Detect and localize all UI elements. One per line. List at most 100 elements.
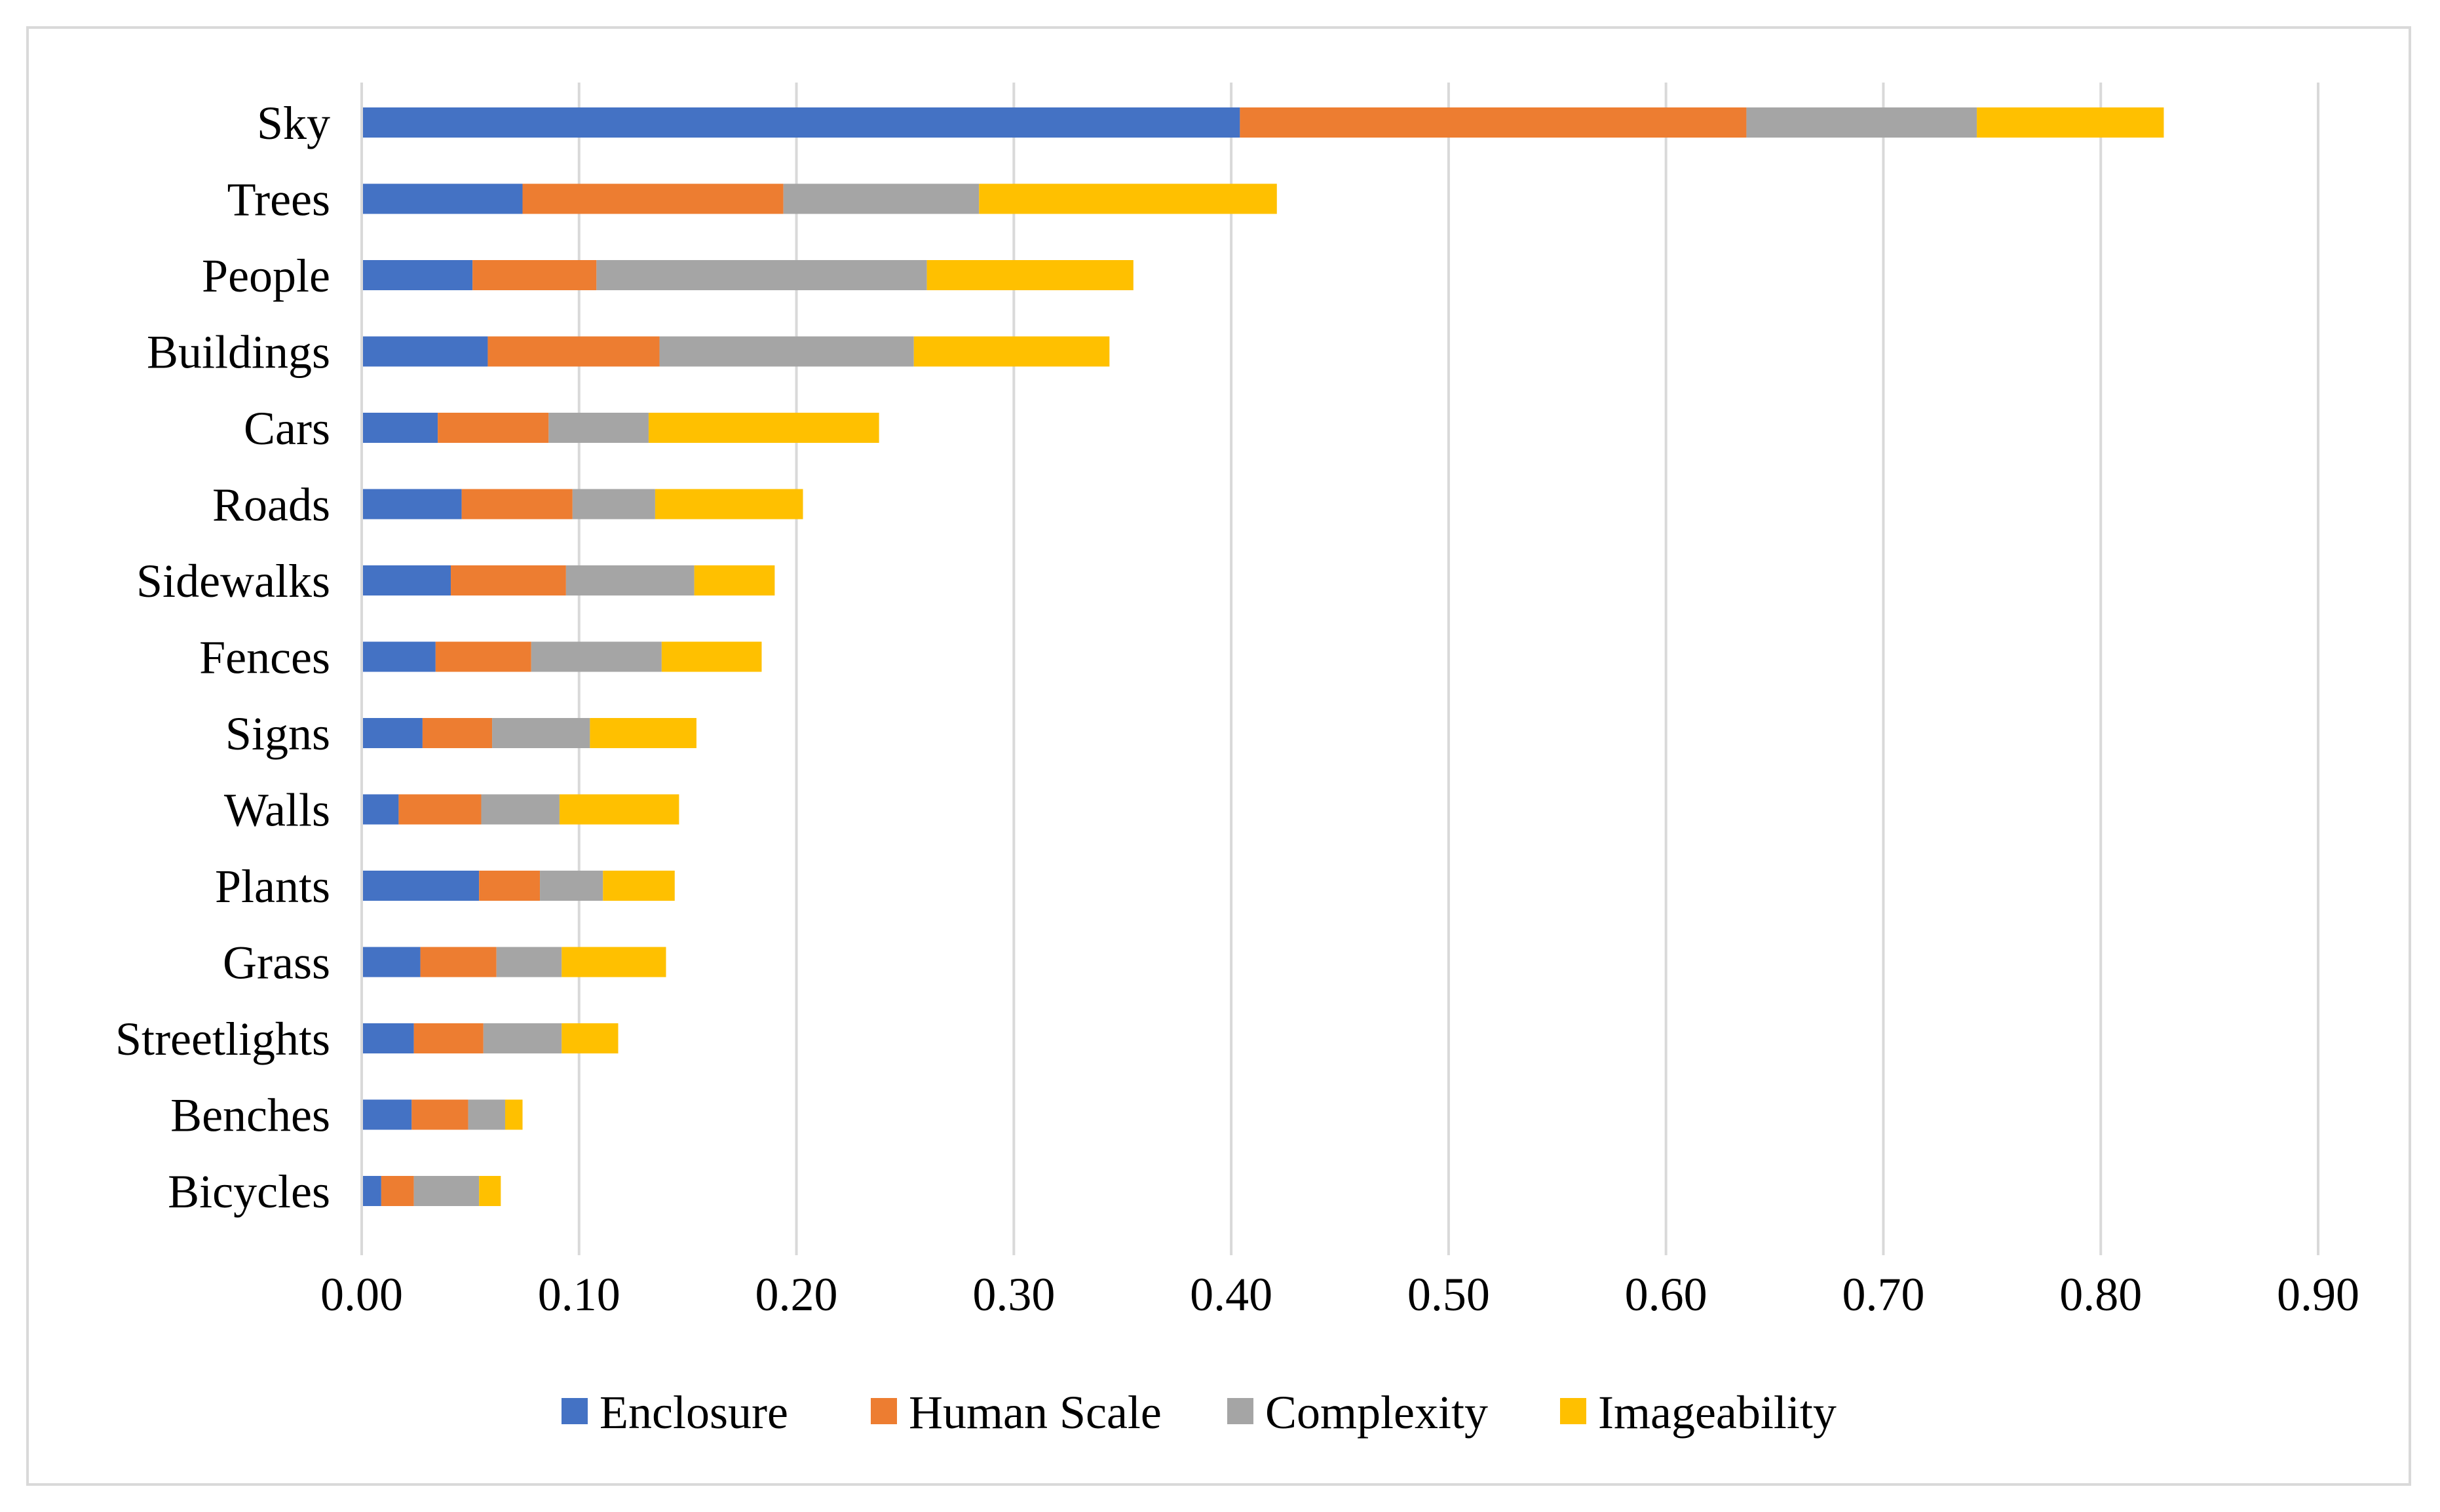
bar-bicycles-imageability — [479, 1176, 501, 1206]
bar-fences-imageability — [661, 641, 762, 672]
bar-sidewalks-human-scale — [451, 565, 566, 595]
bar-signs-imageability — [590, 718, 696, 748]
bar-walls-human-scale — [398, 794, 482, 825]
category-label: Cars — [244, 402, 330, 455]
x-tick-label: 0.00 — [320, 1268, 403, 1321]
bar-people-enclosure — [362, 260, 473, 290]
bar-trees-human-scale — [522, 183, 784, 214]
chart-frame: Sky Trees People Buildings Cars Roads Sidewalk… — [26, 26, 2411, 1486]
bar-benches-complexity — [468, 1099, 505, 1130]
bar-sky-human-scale — [1240, 107, 1747, 138]
bar-sky-complexity — [1746, 107, 1977, 138]
bar-sidewalks-complexity — [565, 565, 695, 595]
bar-streetlights-human-scale — [413, 1023, 484, 1053]
x-tick-label: 0.10 — [538, 1268, 620, 1321]
category-label: Trees — [227, 174, 330, 226]
bar-signs-human-scale — [422, 718, 493, 748]
category-label: Bicycles — [168, 1165, 330, 1218]
bar-bicycles-complexity — [413, 1176, 480, 1206]
bar-streetlights-enclosure — [362, 1023, 414, 1053]
bar-roads-complexity — [572, 489, 655, 520]
bar-roads-imageability — [655, 489, 803, 520]
bar-fences-enclosure — [362, 641, 436, 672]
bar-sidewalks-imageability — [694, 565, 775, 595]
bar-trees-complexity — [783, 183, 980, 214]
bar-people-human-scale — [472, 260, 597, 290]
legend-swatch-imageability — [1560, 1398, 1586, 1424]
category-label: Signs — [225, 708, 330, 760]
bar-signs-enclosure — [362, 718, 423, 748]
category-label: Sidewalks — [136, 555, 330, 607]
bar-signs-complexity — [492, 718, 590, 748]
bar-sidewalks-enclosure — [362, 565, 451, 595]
legend-swatch-human-scale — [871, 1398, 897, 1424]
x-tick-label: 0.90 — [2277, 1268, 2359, 1321]
stacked-bar-chart: Sky Trees People Buildings Cars Roads Sidewalk… — [115, 83, 2359, 1439]
legend-swatch-complexity — [1227, 1398, 1253, 1424]
category-label: Plants — [215, 860, 330, 913]
bar-buildings-complexity — [659, 336, 914, 367]
gridlines — [577, 83, 2319, 1255]
bar-buildings-enclosure — [362, 336, 488, 367]
bar-buildings-imageability — [913, 336, 1110, 367]
bar-bicycles-human-scale — [381, 1176, 414, 1206]
bar-people-complexity — [596, 260, 927, 290]
legend-label: Human Scale — [909, 1386, 1162, 1439]
category-label: Sky — [257, 97, 330, 149]
bar-plants-complexity — [540, 871, 603, 901]
x-tick-label: 0.40 — [1190, 1268, 1272, 1321]
bar-benches-enclosure — [362, 1099, 412, 1130]
x-tick-label: 0.20 — [755, 1268, 838, 1321]
category-label: Benches — [170, 1089, 330, 1142]
bar-fences-human-scale — [435, 641, 531, 672]
bar-cars-complexity — [548, 413, 649, 443]
legend-label: Imageability — [1598, 1386, 1837, 1439]
category-labels: Sky Trees People Buildings Cars Roads Sidewalk… — [115, 97, 330, 1218]
category-label: Walls — [224, 784, 330, 837]
bar-cars-enclosure — [362, 413, 438, 443]
bar-benches-human-scale — [411, 1099, 468, 1130]
category-label: Buildings — [147, 326, 330, 379]
category-label: People — [202, 250, 330, 302]
bar-trees-enclosure — [362, 183, 523, 214]
bar-grass-complexity — [496, 947, 562, 977]
bar-plants-imageability — [603, 871, 675, 901]
bar-grass-imageability — [562, 947, 666, 977]
category-label: Fences — [199, 632, 330, 684]
bar-streetlights-complexity — [483, 1023, 562, 1053]
bar-sky-imageability — [1977, 107, 2164, 138]
x-tick-label: 0.60 — [1625, 1268, 1707, 1321]
category-label: Grass — [223, 937, 330, 989]
legend: Enclosure Human Scale Complexity Imageabili… — [562, 1386, 1837, 1439]
bar-buildings-human-scale — [487, 336, 660, 367]
bars — [362, 107, 2164, 1206]
x-tick-label: 0.50 — [1407, 1268, 1490, 1321]
bar-trees-imageability — [979, 183, 1277, 214]
bar-plants-enclosure — [362, 871, 480, 901]
bar-roads-enclosure — [362, 489, 462, 520]
bar-walls-imageability — [559, 794, 679, 825]
category-label: Roads — [212, 479, 330, 531]
bar-walls-enclosure — [362, 794, 399, 825]
x-tick-label: 0.30 — [972, 1268, 1055, 1321]
legend-label: Enclosure — [600, 1386, 788, 1439]
bar-bicycles-enclosure — [362, 1176, 381, 1206]
bar-streetlights-imageability — [562, 1023, 619, 1053]
legend-label: Complexity — [1265, 1386, 1488, 1439]
bar-plants-human-scale — [479, 871, 541, 901]
bar-grass-human-scale — [420, 947, 497, 977]
bar-cars-imageability — [648, 413, 879, 443]
bar-people-imageability — [926, 260, 1134, 290]
bar-sky-enclosure — [362, 107, 1240, 138]
bar-grass-enclosure — [362, 947, 421, 977]
x-tick-labels: 0.00 0.10 0.20 0.30 0.40 0.50 0.60 0.70 0.80 0.90 — [320, 1268, 2359, 1321]
bar-cars-human-scale — [438, 413, 549, 443]
bar-roads-human-scale — [461, 489, 573, 520]
x-tick-label: 0.70 — [1842, 1268, 1924, 1321]
bar-benches-imageability — [505, 1099, 523, 1130]
bar-walls-complexity — [481, 794, 560, 825]
category-label: Streetlights — [115, 1013, 330, 1065]
x-tick-label: 0.80 — [2059, 1268, 2142, 1321]
legend-swatch-enclosure — [562, 1398, 588, 1424]
bar-fences-complexity — [531, 641, 662, 672]
